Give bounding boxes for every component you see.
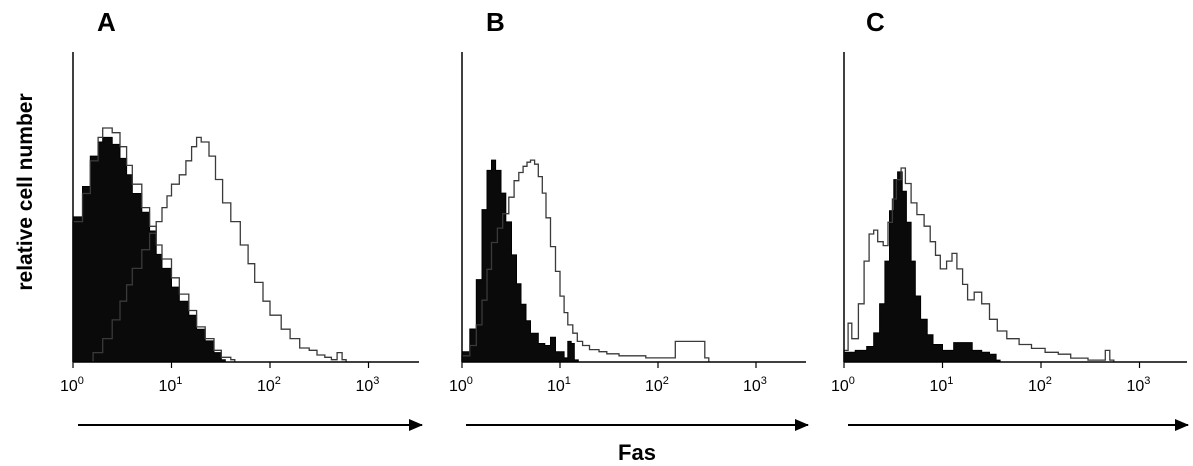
panel-a-tick-label-0: 100 (60, 375, 84, 395)
panel-b-histogram-open-1 (461, 159, 710, 362)
panel-b-ticks: 100 101 102 103 (449, 362, 767, 395)
panel-c-histogram-open-1 (843, 167, 1115, 362)
panel-c-label: C (866, 7, 885, 37)
panel-c-tick-label-3: 103 (1127, 375, 1151, 395)
panel-b: B 100 101 102 103 (449, 7, 809, 431)
panel-a-tick-label-1: 101 (159, 375, 183, 395)
y-axis-label: relative cell number (14, 93, 37, 290)
panel-b-tick-label-3: 103 (743, 375, 767, 395)
panel-b-tick-label-2: 102 (645, 375, 669, 395)
panel-b-plot (461, 159, 710, 363)
panel-c-plot (843, 167, 1115, 363)
panel-a-plot (72, 127, 347, 363)
panel-c-ticks: 100 101 102 103 (831, 362, 1150, 395)
panel-b-histogram-filled-0 (461, 159, 579, 363)
panel-a: A 100 101 102 103 (60, 7, 423, 431)
panel-a-histogram-open-1 (72, 127, 236, 362)
panel-b-label: B (486, 7, 505, 37)
panel-c-histogram-filled-0 (843, 171, 1001, 363)
panel-a-tick-label-3: 103 (356, 375, 380, 395)
panel-a-tick-label-2: 102 (257, 375, 281, 395)
panel-c-tick-label-2: 102 (1028, 375, 1052, 395)
panel-a-ticks: 100 101 102 103 (60, 362, 379, 395)
panel-c-tick-label-0: 100 (831, 375, 855, 395)
panel-a-histogram-open-2 (92, 136, 347, 362)
x-axis-label: Fas (618, 440, 656, 465)
panel-a-label: A (97, 7, 116, 37)
panel-b-tick-label-1: 101 (547, 375, 571, 395)
panel-c: C 100 101 102 103 (831, 7, 1189, 431)
panel-c-tick-label-1: 101 (930, 375, 954, 395)
panel-b-tick-label-0: 100 (449, 375, 473, 395)
